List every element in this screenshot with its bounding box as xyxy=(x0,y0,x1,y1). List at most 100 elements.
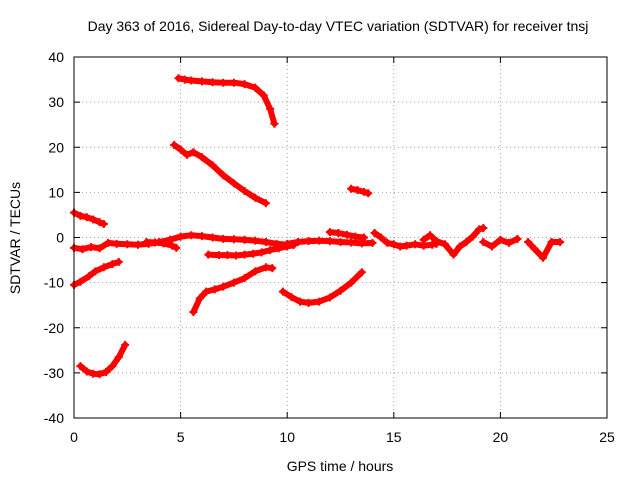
series-arc-7 xyxy=(174,74,279,128)
data-point xyxy=(208,233,217,242)
series-arc-11 xyxy=(283,236,377,248)
series-line xyxy=(420,225,487,258)
data-point xyxy=(295,297,304,306)
data-point xyxy=(364,189,373,198)
y-tick-label: 10 xyxy=(48,184,64,200)
data-point xyxy=(195,294,204,303)
data-point xyxy=(208,78,217,87)
x-tick-label: 20 xyxy=(493,429,509,445)
grid-layer xyxy=(74,57,607,418)
data-point xyxy=(496,235,505,244)
data-point xyxy=(278,287,287,296)
series-arc-15 xyxy=(419,224,488,259)
data-point xyxy=(76,211,85,220)
y-tick-label: -10 xyxy=(44,275,64,291)
data-point xyxy=(176,145,185,154)
data-point xyxy=(187,76,196,85)
data-point xyxy=(240,80,249,89)
data-point xyxy=(240,235,249,244)
x-tick-label: 5 xyxy=(177,429,185,445)
data-point xyxy=(334,228,343,237)
data-point xyxy=(208,161,217,170)
x-axis-label: GPS time / hours xyxy=(287,458,394,474)
data-point xyxy=(249,249,258,258)
data-point xyxy=(359,187,368,196)
data-point xyxy=(95,244,104,253)
data-point xyxy=(101,367,110,376)
data-point xyxy=(479,238,488,247)
data-point xyxy=(266,246,275,255)
data-point xyxy=(95,370,104,379)
series-line xyxy=(525,239,564,261)
data-point xyxy=(440,240,449,249)
data-point xyxy=(315,297,324,306)
data-point xyxy=(370,228,379,237)
series-arc-6 xyxy=(170,140,270,208)
data-point xyxy=(351,232,360,241)
data-point xyxy=(104,238,113,247)
data-point xyxy=(251,267,260,276)
data-point xyxy=(189,148,198,157)
data-point xyxy=(342,230,351,239)
chart-title: Day 363 of 2016, Sidereal Day-to-day VTE… xyxy=(88,18,589,34)
data-point xyxy=(229,235,238,244)
data-point xyxy=(283,239,292,248)
data-point xyxy=(219,78,228,87)
data-point xyxy=(359,233,368,242)
y-tick-label: -30 xyxy=(44,365,64,381)
series-line xyxy=(175,75,278,127)
data-point xyxy=(87,242,96,251)
data-point xyxy=(95,218,104,227)
data-point xyxy=(214,251,223,260)
series-line xyxy=(190,264,276,315)
data-point xyxy=(170,140,179,149)
data-point xyxy=(383,238,392,247)
data-point xyxy=(229,78,238,87)
data-point xyxy=(468,232,477,241)
data-point xyxy=(168,241,177,250)
data-point xyxy=(174,74,183,83)
data-point xyxy=(475,225,484,234)
data-point xyxy=(347,238,356,247)
data-point xyxy=(108,362,117,371)
data-point xyxy=(261,238,270,247)
data-point xyxy=(159,239,168,248)
series-line xyxy=(279,269,365,306)
data-point xyxy=(432,237,441,246)
data-point xyxy=(197,77,206,86)
data-point xyxy=(259,91,268,100)
x-tick-label: 15 xyxy=(386,429,402,445)
series-arc-1 xyxy=(70,208,108,228)
data-point xyxy=(187,231,196,240)
data-point xyxy=(189,307,198,316)
data-point xyxy=(487,242,496,251)
data-point xyxy=(99,263,108,272)
data-point xyxy=(219,171,228,180)
data-point xyxy=(449,250,458,259)
series-arc-12 xyxy=(325,228,368,242)
data-point xyxy=(261,199,270,208)
y-tick-label: -40 xyxy=(44,410,64,426)
data-point xyxy=(547,238,556,247)
data-point xyxy=(287,293,296,302)
data-point xyxy=(556,238,565,247)
data-point xyxy=(251,236,260,245)
data-point xyxy=(112,239,121,248)
data-point xyxy=(202,287,211,296)
data-point xyxy=(325,228,334,237)
data-point xyxy=(240,187,249,196)
series-arc-10 xyxy=(278,268,366,307)
series-arc-17 xyxy=(524,238,565,262)
data-point xyxy=(251,83,260,92)
data-point xyxy=(353,186,362,195)
data-point xyxy=(223,251,232,260)
data-point xyxy=(197,153,206,162)
data-point xyxy=(419,235,428,244)
series-arc-5 xyxy=(142,238,181,252)
data-point xyxy=(176,232,185,241)
series-layer xyxy=(70,74,565,379)
data-point xyxy=(325,293,334,302)
data-point xyxy=(76,362,85,371)
data-point xyxy=(76,277,85,286)
